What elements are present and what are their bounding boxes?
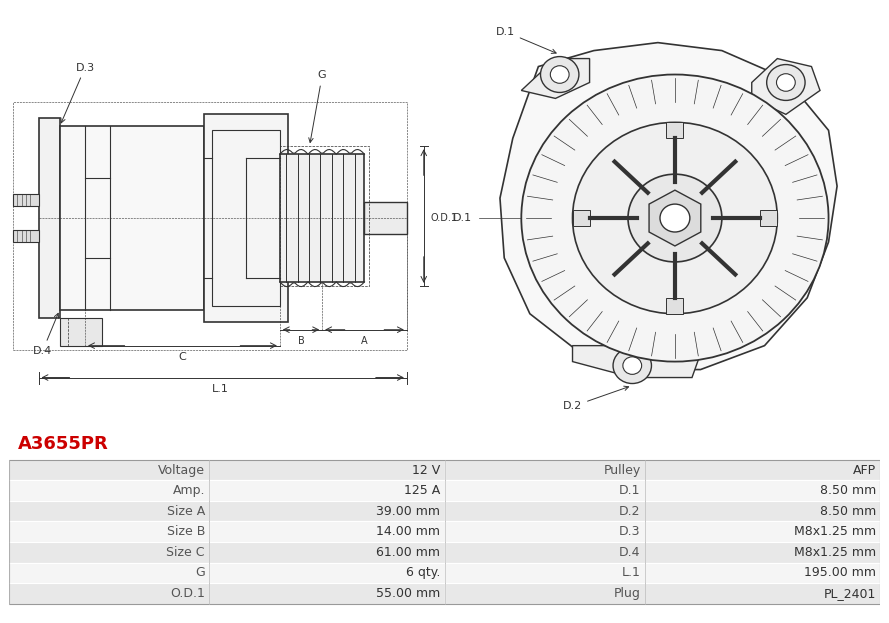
Text: PL_2401: PL_2401 [823, 587, 876, 600]
Circle shape [550, 66, 569, 83]
Text: 6 qty.: 6 qty. [405, 566, 440, 579]
Polygon shape [521, 59, 589, 98]
Text: Amp.: Amp. [172, 484, 205, 497]
Bar [204, 115, 288, 321]
Text: A: A [361, 336, 368, 346]
Bar [280, 155, 364, 282]
Bar [444, 460, 880, 480]
Text: M8x1.25 mm: M8x1.25 mm [794, 546, 876, 559]
Bar [444, 521, 880, 542]
Text: D.4: D.4 [33, 313, 59, 356]
Text: D.2: D.2 [563, 386, 629, 411]
Circle shape [660, 204, 690, 232]
Text: Plug: Plug [613, 587, 641, 600]
Text: 12 V: 12 V [412, 464, 440, 477]
Polygon shape [752, 59, 820, 115]
Bar [9, 460, 880, 604]
Circle shape [521, 75, 829, 361]
Text: D.3: D.3 [61, 62, 94, 123]
Text: Pulley: Pulley [604, 464, 641, 477]
Bar [9, 542, 444, 563]
Text: D.1: D.1 [496, 27, 557, 54]
Bar [13, 194, 38, 206]
Bar [9, 501, 444, 521]
Bar [444, 583, 880, 604]
Text: C: C [179, 351, 187, 361]
Circle shape [776, 74, 796, 91]
Text: D.1: D.1 [453, 213, 472, 223]
Text: G: G [308, 70, 326, 143]
Bar [444, 480, 880, 501]
Bar [13, 230, 38, 242]
Text: L.1: L.1 [212, 384, 229, 394]
Text: B: B [298, 336, 304, 346]
Bar [9, 563, 444, 583]
Bar [760, 210, 777, 226]
Text: D.3: D.3 [619, 525, 641, 538]
Circle shape [573, 122, 777, 314]
Text: Size C: Size C [166, 546, 205, 559]
Bar [667, 122, 684, 138]
Text: A3655PR: A3655PR [18, 435, 108, 454]
Bar [60, 318, 102, 346]
Text: 8.50 mm: 8.50 mm [820, 505, 876, 518]
Text: Voltage: Voltage [158, 464, 205, 477]
Text: L.1: L.1 [621, 566, 641, 579]
Bar [9, 460, 444, 480]
Bar [13, 102, 407, 350]
Text: Size B: Size B [166, 525, 205, 538]
Text: 61.00 mm: 61.00 mm [376, 546, 440, 559]
Text: O.D.1: O.D.1 [170, 587, 205, 600]
Bar [9, 521, 444, 542]
Polygon shape [500, 42, 837, 369]
Bar [212, 130, 280, 306]
Text: 125 A: 125 A [404, 484, 440, 497]
Bar [60, 126, 204, 310]
Text: 39.00 mm: 39.00 mm [376, 505, 440, 518]
Bar [444, 542, 880, 563]
Text: 195.00 mm: 195.00 mm [804, 566, 876, 579]
Bar [9, 480, 444, 501]
Text: O.D.1: O.D.1 [430, 213, 457, 223]
Text: G: G [196, 566, 205, 579]
Text: D.2: D.2 [619, 505, 641, 518]
Bar [444, 563, 880, 583]
Polygon shape [649, 190, 701, 246]
Bar [667, 298, 684, 314]
Bar [9, 583, 444, 604]
Bar [573, 210, 589, 226]
Text: M8x1.25 mm: M8x1.25 mm [794, 525, 876, 538]
Circle shape [623, 357, 642, 374]
Text: 8.50 mm: 8.50 mm [820, 484, 876, 497]
Circle shape [628, 174, 722, 262]
Text: AFP: AFP [853, 464, 876, 477]
Text: 55.00 mm: 55.00 mm [376, 587, 440, 600]
Bar [364, 202, 407, 234]
Text: D.4: D.4 [619, 546, 641, 559]
Text: 14.00 mm: 14.00 mm [376, 525, 440, 538]
Bar [280, 146, 369, 286]
Circle shape [541, 57, 579, 92]
Bar [444, 501, 880, 521]
Circle shape [613, 348, 652, 384]
Polygon shape [573, 346, 701, 378]
Text: Size A: Size A [166, 505, 205, 518]
Text: D.1: D.1 [619, 484, 641, 497]
Bar [38, 118, 60, 318]
Circle shape [766, 65, 805, 100]
